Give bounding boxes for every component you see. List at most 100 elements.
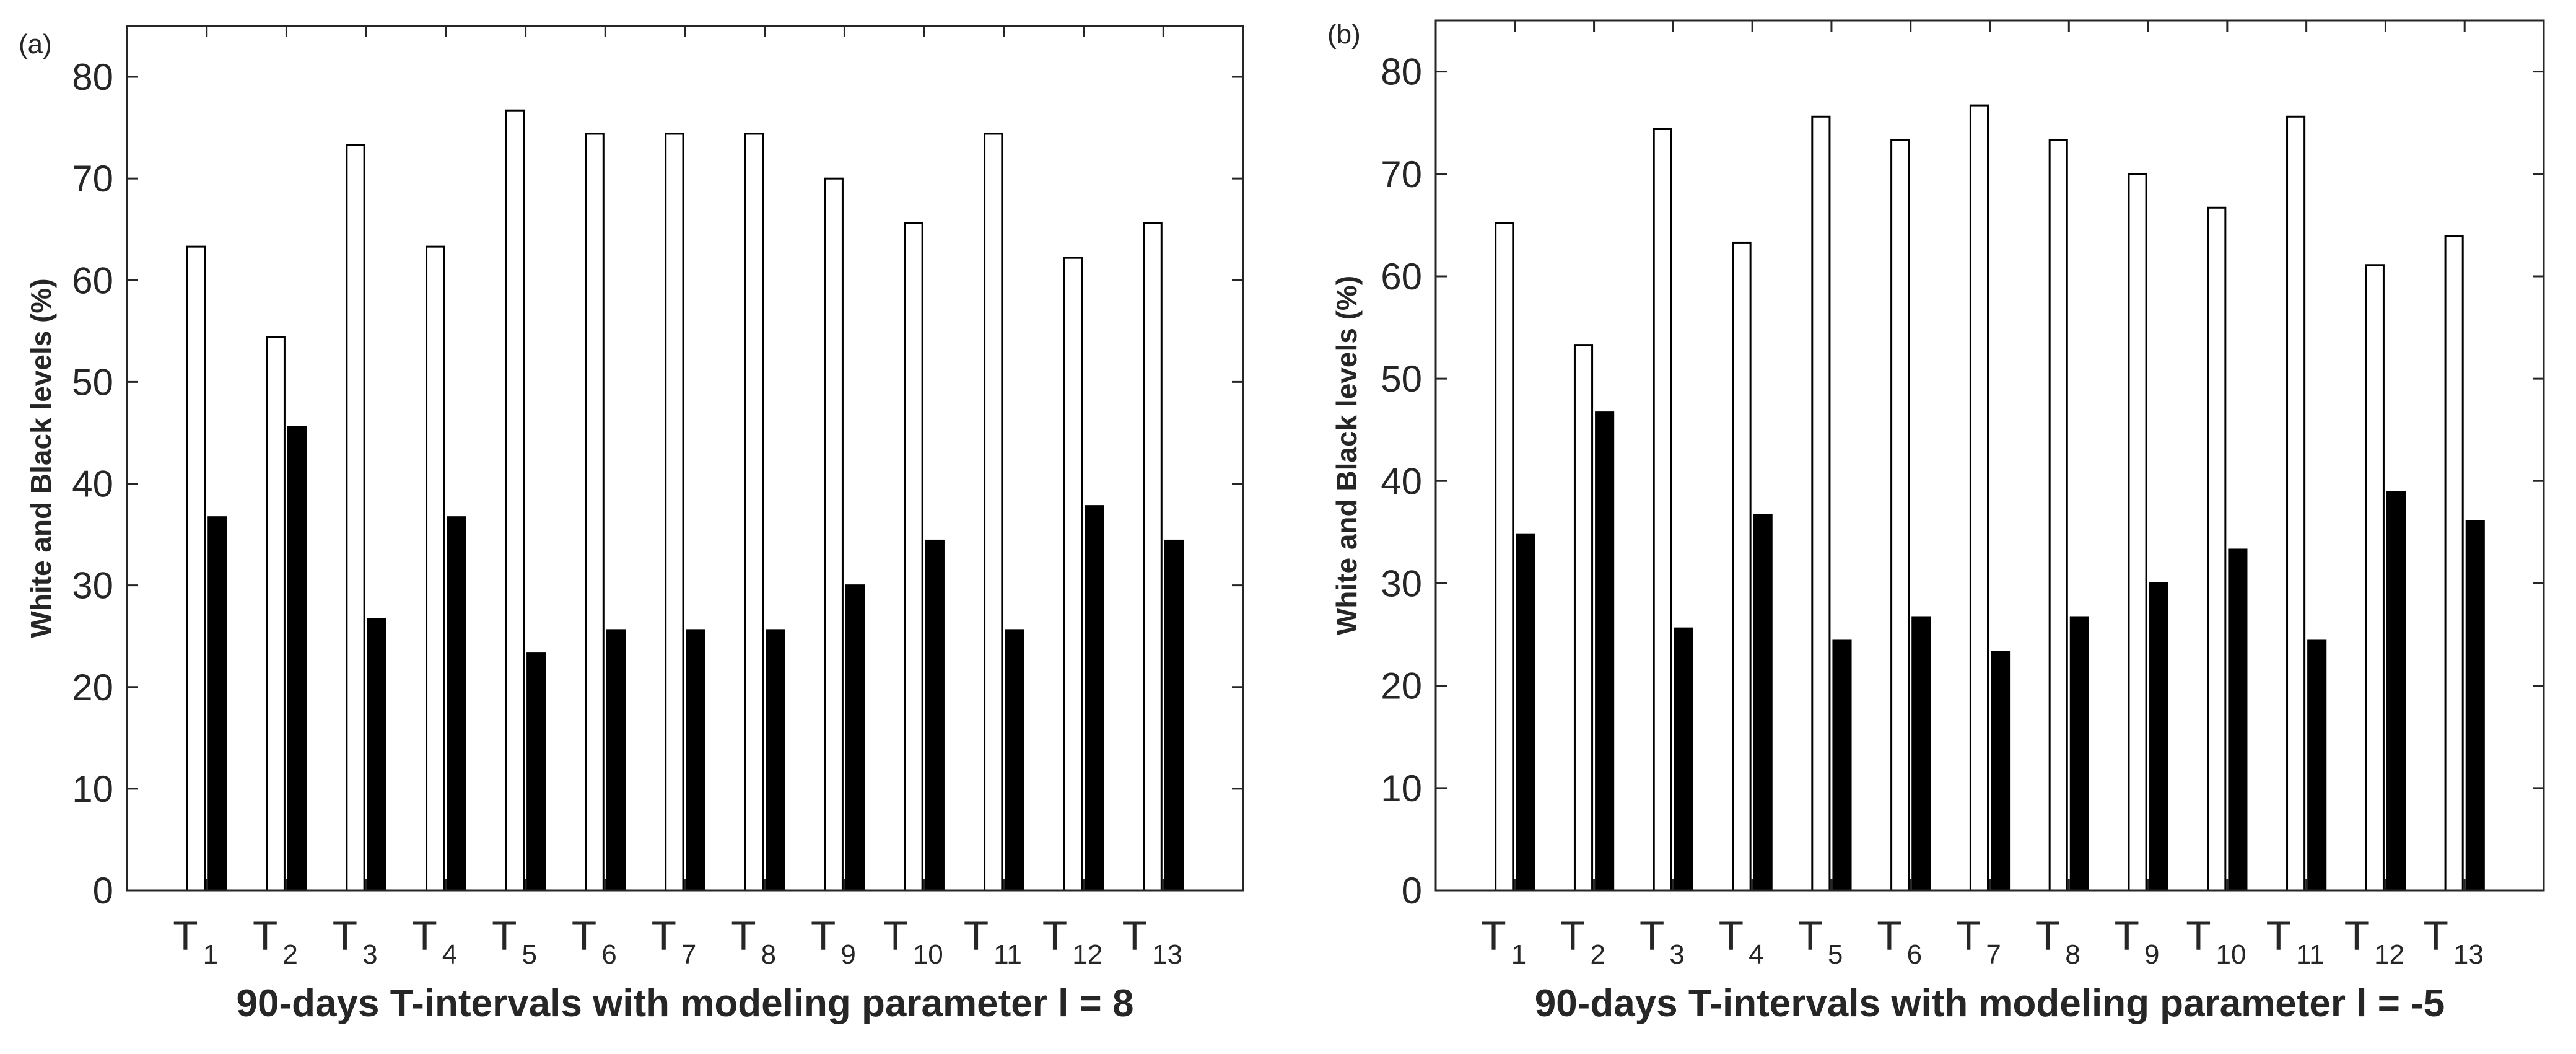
y-tick-label: 80 <box>72 56 113 98</box>
x-tick-label-sub: 1 <box>1511 939 1526 970</box>
bar-white-7 <box>665 133 684 892</box>
x-tick-label-main: T <box>492 913 517 959</box>
bar-black-13 <box>1164 539 1184 892</box>
bar-black-6 <box>606 629 626 892</box>
x-tick-label-sub: 5 <box>1828 939 1843 970</box>
x-ticks-b: T 1 T 2 T 3 T 4 T 5 T 6 T 7 T 8 T 9 T 10 T 11 T 12 T 13 <box>1481 20 2484 970</box>
bar-white-5 <box>505 109 525 892</box>
bar-black-11 <box>2307 639 2327 892</box>
x-tick-label-main: T <box>1122 913 1147 959</box>
x-tick-label-sub: 13 <box>1152 939 1182 970</box>
bar-black-13 <box>2465 520 2485 892</box>
y-tick-label: 80 <box>1381 51 1422 93</box>
x-tick-label-sub: 8 <box>761 939 776 970</box>
x-tick-label: T 10 <box>883 913 943 970</box>
y-tick-label: 50 <box>1381 358 1422 400</box>
bar-white-3 <box>346 144 365 892</box>
bar-black-4 <box>447 516 466 892</box>
bar-black-12 <box>2386 491 2406 892</box>
x-tick-label-sub: 3 <box>362 939 377 970</box>
x-tick-label: T 11 <box>964 913 1022 970</box>
bar-white-7 <box>1969 104 1989 892</box>
bar-white-4 <box>1732 241 1752 892</box>
bar-white-1 <box>1495 222 1514 892</box>
bar-black-9 <box>845 584 865 892</box>
x-tick-label-main: T <box>1042 913 1067 959</box>
bar-white-1 <box>186 245 206 892</box>
y-tick-label: 70 <box>1381 154 1422 195</box>
x-tick-label-main: T <box>2266 913 2291 959</box>
bar-white-2 <box>1573 344 1594 892</box>
x-tick-label-sub: 12 <box>1072 939 1102 970</box>
x-tick-label-sub: 1 <box>203 939 218 970</box>
bar-black-2 <box>1595 411 1615 892</box>
bar-black-5 <box>526 652 546 892</box>
x-tick-label-sub: 2 <box>282 939 297 970</box>
x-tick-label-sub: 12 <box>2374 939 2404 970</box>
bar-black-11 <box>1005 629 1024 892</box>
bar-white-11 <box>984 133 1003 892</box>
y-tick-label: 10 <box>72 768 113 810</box>
x-tick-label: T 12 <box>1042 913 1102 970</box>
x-tick-label-main: T <box>1639 913 1664 959</box>
y-tick-label: 20 <box>72 667 113 708</box>
y-tick-label: 30 <box>72 565 113 607</box>
x-tick-label-sub: 8 <box>2065 939 2080 970</box>
y-tick-label: 60 <box>1381 256 1422 297</box>
x-tick-label-sub: 10 <box>2216 939 2246 970</box>
x-tick-label-main: T <box>1956 913 1981 959</box>
y-tick-label: 40 <box>1381 460 1422 502</box>
panel-label-a: (a) <box>19 29 52 59</box>
bar-white-6 <box>1890 139 1910 892</box>
bar-white-8 <box>744 133 764 892</box>
bar-white-8 <box>2048 139 2068 892</box>
bar-black-10 <box>2228 548 2248 892</box>
bar-white-11 <box>2286 115 2306 892</box>
y-tick-label: 0 <box>1402 870 1422 911</box>
bar-black-7 <box>1991 651 2011 892</box>
x-tick-label-main: T <box>2035 913 2060 959</box>
y-tick-label: 30 <box>1381 563 1422 604</box>
bar-black-2 <box>287 426 307 892</box>
y-tick-label: 70 <box>72 158 113 200</box>
bar-white-5 <box>1811 115 1831 892</box>
x-axis-label-b: 90-days T-intervals with modeling parame… <box>1535 982 2445 1025</box>
x-tick-label-main: T <box>1560 913 1585 959</box>
x-tick-label: T 11 <box>2266 913 2325 970</box>
bar-black-3 <box>1674 627 1693 892</box>
bar-black-1 <box>207 516 227 892</box>
axes-frame-a <box>126 25 1244 892</box>
x-tick-label-sub: 9 <box>2144 939 2159 970</box>
x-tick-label-main: T <box>253 913 277 959</box>
x-tick-label-sub: 10 <box>913 939 943 970</box>
bar-group-a <box>186 109 1184 892</box>
y-tick-label: 50 <box>72 361 113 403</box>
y-ticks-a: 0 10 20 30 40 50 60 70 80 <box>72 56 1243 911</box>
x-tick-label-sub: 6 <box>1907 939 1922 970</box>
bar-white-12 <box>1063 257 1083 892</box>
x-tick-label-main: T <box>1798 913 1823 959</box>
bar-white-10 <box>2207 206 2227 892</box>
bar-black-5 <box>1832 639 1852 892</box>
bar-black-1 <box>1516 533 1535 892</box>
x-tick-label-main: T <box>652 913 676 959</box>
x-tick-label-main: T <box>333 913 357 959</box>
x-tick-label-sub: 11 <box>993 939 1022 970</box>
bar-black-4 <box>1753 514 1773 892</box>
y-axis-label-b: White and Black levels (%) <box>1330 276 1363 635</box>
y-tick-label: 10 <box>1381 768 1422 809</box>
bar-black-12 <box>1085 505 1104 892</box>
x-tick-label: T 13 <box>1122 913 1182 970</box>
x-tick-label-main: T <box>1481 913 1506 959</box>
